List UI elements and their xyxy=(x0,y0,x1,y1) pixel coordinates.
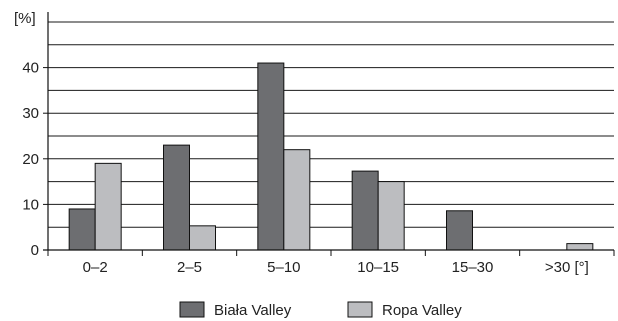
y-tick-label: 20 xyxy=(22,151,39,168)
legend-label: Biała Valley xyxy=(214,302,292,319)
x-tick-label: 5–10 xyxy=(267,259,300,276)
bar-biala-3 xyxy=(351,170,379,251)
y-tick-label: 40 xyxy=(22,60,39,77)
bar-ropa-3 xyxy=(377,181,405,251)
x-tick-labels: 0–2 2–5 5–10 10–15 15–30 >30 [°] xyxy=(83,259,589,276)
bar-biala-1 xyxy=(163,144,190,251)
y-axis-label: [%] xyxy=(14,10,36,27)
x-tick-label: 15–30 xyxy=(452,259,494,276)
bar-biala-4 xyxy=(446,210,473,251)
bar-ropa-2 xyxy=(283,149,311,251)
y-tick-label: 30 xyxy=(22,105,39,122)
legend-swatch xyxy=(347,301,373,318)
bar-ropa-1 xyxy=(189,225,216,251)
legend: Biała Valley Ropa Valley xyxy=(179,301,462,319)
bar-biala-0 xyxy=(68,208,96,251)
axes xyxy=(43,12,615,256)
bars xyxy=(68,62,594,251)
legend-swatch xyxy=(179,301,205,318)
x-tick-label: >30 [°] xyxy=(545,259,589,276)
y-tick-label: 0 xyxy=(31,242,39,259)
y-tick-labels: 0 10 20 30 40 xyxy=(22,60,39,259)
x-tick-label: 2–5 xyxy=(177,259,202,276)
bar-ropa-0 xyxy=(94,162,122,251)
grid-lines xyxy=(48,21,614,228)
x-tick-label: 0–2 xyxy=(83,259,108,276)
bar-biala-2 xyxy=(257,62,285,251)
bar-ropa-5 xyxy=(566,243,594,251)
y-tick-label: 10 xyxy=(22,196,39,213)
legend-label: Ropa Valley xyxy=(382,302,462,319)
x-tick-label: 10–15 xyxy=(357,259,399,276)
